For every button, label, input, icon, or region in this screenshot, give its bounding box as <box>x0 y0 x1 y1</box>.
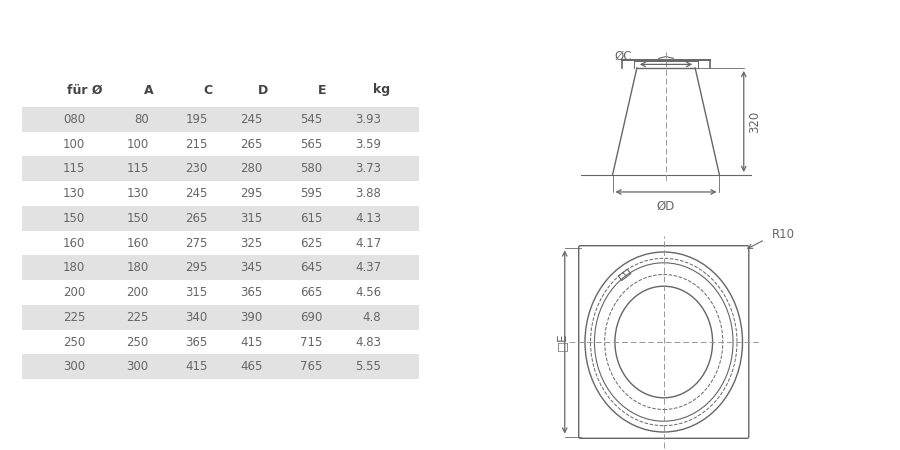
Text: 150: 150 <box>63 212 86 225</box>
Text: 340: 340 <box>185 311 208 324</box>
Text: 690: 690 <box>300 311 322 324</box>
Text: 390: 390 <box>240 311 263 324</box>
Text: 345: 345 <box>240 261 263 274</box>
Text: für Ø: für Ø <box>68 84 103 96</box>
Text: 4.13: 4.13 <box>356 212 382 225</box>
Text: 325: 325 <box>240 237 263 249</box>
Text: 4.56: 4.56 <box>356 286 382 299</box>
Text: 295: 295 <box>185 261 208 274</box>
Bar <box>22 206 419 230</box>
Text: R10: R10 <box>772 228 795 240</box>
Text: 115: 115 <box>126 162 148 175</box>
Text: 3.73: 3.73 <box>356 162 382 175</box>
Text: 3.59: 3.59 <box>356 138 382 150</box>
Text: 195: 195 <box>185 113 208 126</box>
Text: 3.88: 3.88 <box>356 187 382 200</box>
Text: ØD: ØD <box>657 199 675 212</box>
Text: 130: 130 <box>126 187 148 200</box>
Text: C: C <box>203 84 212 96</box>
Text: ØC: ØC <box>615 50 632 63</box>
Text: 415: 415 <box>240 336 263 348</box>
Text: 315: 315 <box>240 212 263 225</box>
Text: 100: 100 <box>63 138 86 150</box>
Text: 160: 160 <box>126 237 148 249</box>
Text: 615: 615 <box>300 212 322 225</box>
Bar <box>22 157 419 181</box>
Text: 080: 080 <box>63 113 86 126</box>
Text: 200: 200 <box>126 286 148 299</box>
Text: 275: 275 <box>185 237 208 249</box>
Text: 4.8: 4.8 <box>363 311 382 324</box>
Text: kg: kg <box>373 84 390 96</box>
Text: 765: 765 <box>300 360 322 373</box>
Text: 4.83: 4.83 <box>356 336 382 348</box>
Text: 200: 200 <box>63 286 86 299</box>
Text: 595: 595 <box>300 187 322 200</box>
Text: 250: 250 <box>63 336 86 348</box>
Text: 300: 300 <box>127 360 148 373</box>
Text: 4.37: 4.37 <box>356 261 382 274</box>
Text: 580: 580 <box>300 162 322 175</box>
Text: 265: 265 <box>185 212 208 225</box>
Bar <box>22 305 419 329</box>
Text: D: D <box>257 84 268 96</box>
Text: 245: 245 <box>240 113 263 126</box>
Text: 545: 545 <box>300 113 322 126</box>
Text: 280: 280 <box>240 162 263 175</box>
Text: 245: 245 <box>185 187 208 200</box>
Text: 215: 215 <box>185 138 208 150</box>
Text: 225: 225 <box>126 311 148 324</box>
Text: 160: 160 <box>63 237 86 249</box>
Bar <box>22 355 419 379</box>
Text: 625: 625 <box>300 237 322 249</box>
Text: 80: 80 <box>134 113 148 126</box>
Text: 565: 565 <box>300 138 322 150</box>
Text: E: E <box>318 84 327 96</box>
Text: 415: 415 <box>185 360 208 373</box>
Bar <box>22 107 419 131</box>
Text: 225: 225 <box>63 311 86 324</box>
Text: 115: 115 <box>63 162 86 175</box>
Text: □E: □E <box>555 333 568 351</box>
Text: 365: 365 <box>240 286 263 299</box>
Text: A: A <box>144 84 153 96</box>
Text: 265: 265 <box>240 138 263 150</box>
Text: 180: 180 <box>63 261 86 274</box>
Text: 100: 100 <box>126 138 148 150</box>
Text: 665: 665 <box>300 286 322 299</box>
Text: 150: 150 <box>126 212 148 225</box>
Text: 465: 465 <box>240 360 263 373</box>
Text: 230: 230 <box>185 162 208 175</box>
Text: 645: 645 <box>300 261 322 274</box>
Text: 5.55: 5.55 <box>356 360 382 373</box>
Text: 315: 315 <box>185 286 208 299</box>
Text: 4.17: 4.17 <box>355 237 382 249</box>
Text: 320: 320 <box>749 110 761 133</box>
Text: 130: 130 <box>63 187 86 200</box>
Text: 3.93: 3.93 <box>356 113 382 126</box>
Text: 250: 250 <box>126 336 148 348</box>
Text: 300: 300 <box>63 360 86 373</box>
Text: 295: 295 <box>240 187 263 200</box>
Text: 180: 180 <box>126 261 148 274</box>
Bar <box>22 256 419 280</box>
Text: 715: 715 <box>300 336 322 348</box>
Text: 365: 365 <box>185 336 208 348</box>
